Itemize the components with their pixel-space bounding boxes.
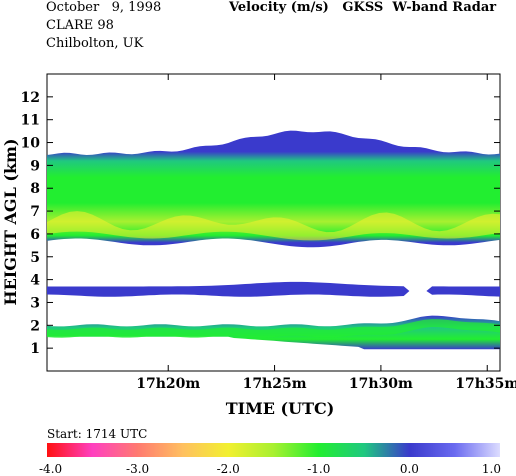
colorbar-tick-label: -4.0 xyxy=(39,462,62,476)
colorbar-tick-label: -2.0 xyxy=(217,462,240,476)
x-axis: 17h20m 17h25m 17h30m 17h35m xyxy=(136,74,516,392)
x-tick-label: 17h30m xyxy=(349,376,413,392)
y-axis-label: HEIGHT AGL (km) xyxy=(1,138,20,305)
y-tick-label: 12 xyxy=(21,90,40,106)
start-label: Start: 1714 UTC xyxy=(47,427,147,441)
low-layer-core xyxy=(47,319,500,338)
y-tick-label: 8 xyxy=(30,181,40,197)
chart-title: Velocity (m/s) GKSS W-band Radar xyxy=(229,0,497,15)
y-tick-label: 7 xyxy=(30,204,40,220)
colorbar-tick-label: 0.0 xyxy=(400,462,419,476)
y-tick-label: 6 xyxy=(30,227,40,243)
x-axis-label: TIME (UTC) xyxy=(226,399,335,418)
y-tick-label: 10 xyxy=(21,136,41,152)
colorbar-tick-label: 1.0 xyxy=(482,462,501,476)
echo-layers xyxy=(47,130,500,350)
y-tick-label: 1 xyxy=(30,341,40,357)
colorbar-tick-label: -1.0 xyxy=(307,462,330,476)
mid-layer xyxy=(47,281,500,297)
colorbar-ticks: -4.0 -3.0 -2.0 -1.0 0.0 1.0 xyxy=(39,462,501,476)
header-location: Chilbolton, UK xyxy=(46,36,144,51)
y-tick-label: 2 xyxy=(30,318,40,334)
y-tick-label: 9 xyxy=(30,158,40,174)
colorbar xyxy=(47,443,500,457)
y-tick-label: 3 xyxy=(30,295,40,311)
x-tick-label: 17h35m xyxy=(455,376,516,392)
y-tick-label: 5 xyxy=(30,250,40,266)
y-tick-label: 11 xyxy=(21,113,40,129)
y-tick-label: 4 xyxy=(30,273,40,289)
header-campaign: CLARE 98 xyxy=(46,18,114,33)
x-tick-label: 17h25m xyxy=(243,376,307,392)
x-tick-label: 17h20m xyxy=(136,376,200,392)
colorbar-tick-label: -3.0 xyxy=(126,462,149,476)
upper-core-streak xyxy=(47,211,500,241)
header-date: October 9, 1998 xyxy=(46,0,162,15)
